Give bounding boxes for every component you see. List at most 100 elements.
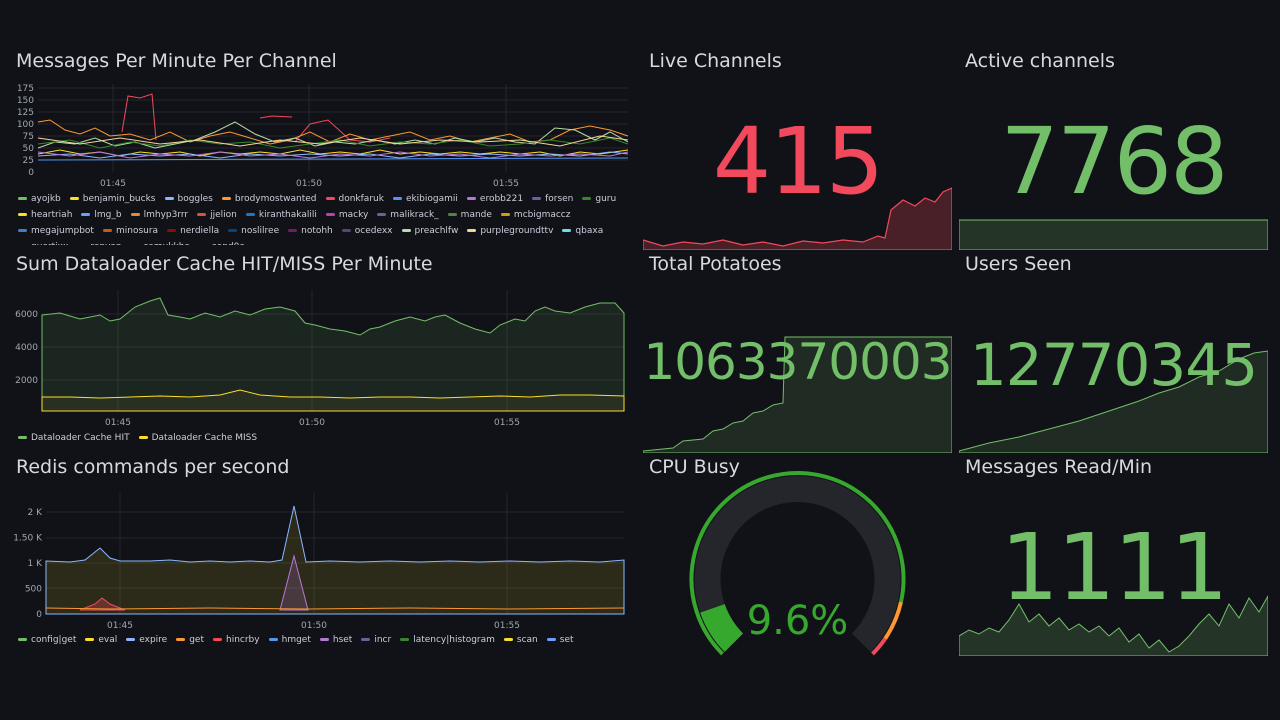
legend-swatch [213,638,222,641]
cpu-gauge [689,471,906,656]
legend-label: set [559,635,574,645]
legend-swatch [18,197,27,200]
panel-cpu-busy: CPU Busy 9.6% [643,456,952,656]
legend-label: latency|histogram [413,635,495,645]
legend-item[interactable]: erobb221 [466,191,523,207]
legend-item[interactable]: ekibiogamii [392,191,458,207]
legend-item[interactable]: jjelion [197,207,237,223]
legend-item[interactable]: macky [325,207,368,223]
legend-item[interactable]: Dataloader Cache HIT [18,430,130,446]
legend-swatch [228,229,238,232]
y-tick-label: 125 [17,108,34,118]
x-tick-label: 01:45 [107,621,133,631]
legend-item[interactable]: brodymostwanted [221,191,317,207]
legend-item[interactable]: send0o [199,239,245,245]
legend-swatch [164,197,174,200]
legend-item[interactable]: config|get [18,632,76,648]
legend-swatch [325,197,335,200]
legend-item[interactable]: hincrby [213,632,260,648]
legend-swatch [245,213,255,216]
panel-title: Total Potatoes [649,253,782,275]
legend-label: ayojkb [31,194,61,204]
legend-label: jjelion [210,210,237,220]
legend-item[interactable]: quertixx [18,239,68,245]
messages-read-sparkline [959,594,1268,656]
legend-item[interactable]: ayojkb [18,191,61,207]
legend-item[interactable]: hmget [268,632,311,648]
legend-swatch [18,638,27,641]
legend-item[interactable]: eval [85,632,117,648]
legend-item[interactable]: forsen [532,191,573,207]
live-channels-value: 415 [712,108,885,215]
legend-item[interactable]: scan [503,632,538,648]
users-seen-value: 12770345 [969,331,1258,399]
legend-item[interactable]: lmhyp3rrr [130,207,188,223]
legend-item[interactable]: Dataloader Cache MISS [138,430,257,446]
legend-swatch [392,197,402,200]
legend-item[interactable]: renyan [77,239,121,245]
legend-item[interactable]: mcbigmaccz [500,207,570,223]
panel-title: Redis commands per second [16,456,290,478]
legend-label: megajumpbot [31,226,94,236]
legend-item[interactable]: samukkha [131,239,190,245]
legend-label: expire [139,635,168,645]
legend-item[interactable]: purplegroundttv [467,223,553,239]
legend-item[interactable]: minosura [102,223,158,239]
legend-label: brodymostwanted [234,194,317,204]
redis-chart[interactable]: 2 K 1.50 K 1 K 500 0 01:45 01:50 01:55 [10,488,632,638]
legend-swatch [18,436,27,439]
legend-item[interactable]: guru [582,191,616,207]
active-sparkline [959,219,1268,250]
legend-item[interactable]: donkfaruk [325,191,384,207]
y-tick-label: 2000 [15,376,38,386]
dataloader-chart[interactable]: 6000 4000 2000 01:45 01:50 01:55 [10,285,632,435]
legend-item[interactable]: lmg_b [81,207,122,223]
legend-item[interactable]: noslilree [228,223,279,239]
legend-label: scan [516,635,538,645]
panel-title: Messages Per Minute Per Channel [16,50,337,72]
legend-swatch [197,213,207,216]
legend-item[interactable]: malikrack_ [377,207,439,223]
legend-item[interactable]: latency|histogram [400,632,495,648]
legend-swatch [467,229,477,232]
messages-chart[interactable]: 175 150 125 100 75 50 25 0 01:45 01:50 01:55 [10,82,632,202]
legend-item[interactable]: mande [447,207,492,223]
panel-active-channels: Active channels 7768 [959,50,1268,250]
legend-item[interactable]: set [546,632,574,648]
legend-item[interactable]: benjamin_bucks [69,191,156,207]
panel-users-seen: Users Seen 12770345 [959,253,1268,453]
legend-item[interactable]: hset [319,632,352,648]
potatoes-sparkline [643,336,952,453]
panel-title: CPU Busy [649,456,740,478]
legend-item[interactable]: kiranthakalili [245,207,317,223]
legend-label: notohh [301,226,333,236]
legend-item[interactable]: incr [361,632,391,648]
legend-item[interactable]: boggles [164,191,213,207]
legend-swatch [167,229,177,232]
legend-item[interactable]: expire [126,632,167,648]
legend-item[interactable]: heartriah [18,207,72,223]
gauge-track [694,476,901,652]
legend-item[interactable]: megajumpbot [18,223,94,239]
live-sparkline [643,187,952,250]
y-tick-label: 150 [17,96,34,106]
legend-item[interactable]: get [176,632,204,648]
series-lines [37,93,629,161]
red-bump [79,597,126,611]
panel-redis-commands: Redis commands per second 2 K 1.50 K 1 K 50… [10,456,632,656]
legend-item[interactable]: qbaxa [562,223,603,239]
legend-item[interactable]: nerdiella [167,223,219,239]
active-channels-value: 7768 [1000,108,1228,215]
legend-label: get [189,635,204,645]
gauge-threshold-green [689,471,906,656]
legend-item[interactable]: ocedexx [341,223,393,239]
legend-label: hincrby [226,635,260,645]
legend-swatch [466,197,476,200]
legend-item[interactable]: preachlfw [401,223,458,239]
legend-swatch [325,213,335,216]
panel-title: Live Channels [649,50,782,72]
y-tick-label: 75 [23,132,34,142]
legend-label: noslilree [241,226,280,236]
y-tick-label: 500 [25,585,42,595]
legend-item[interactable]: notohh [288,223,333,239]
